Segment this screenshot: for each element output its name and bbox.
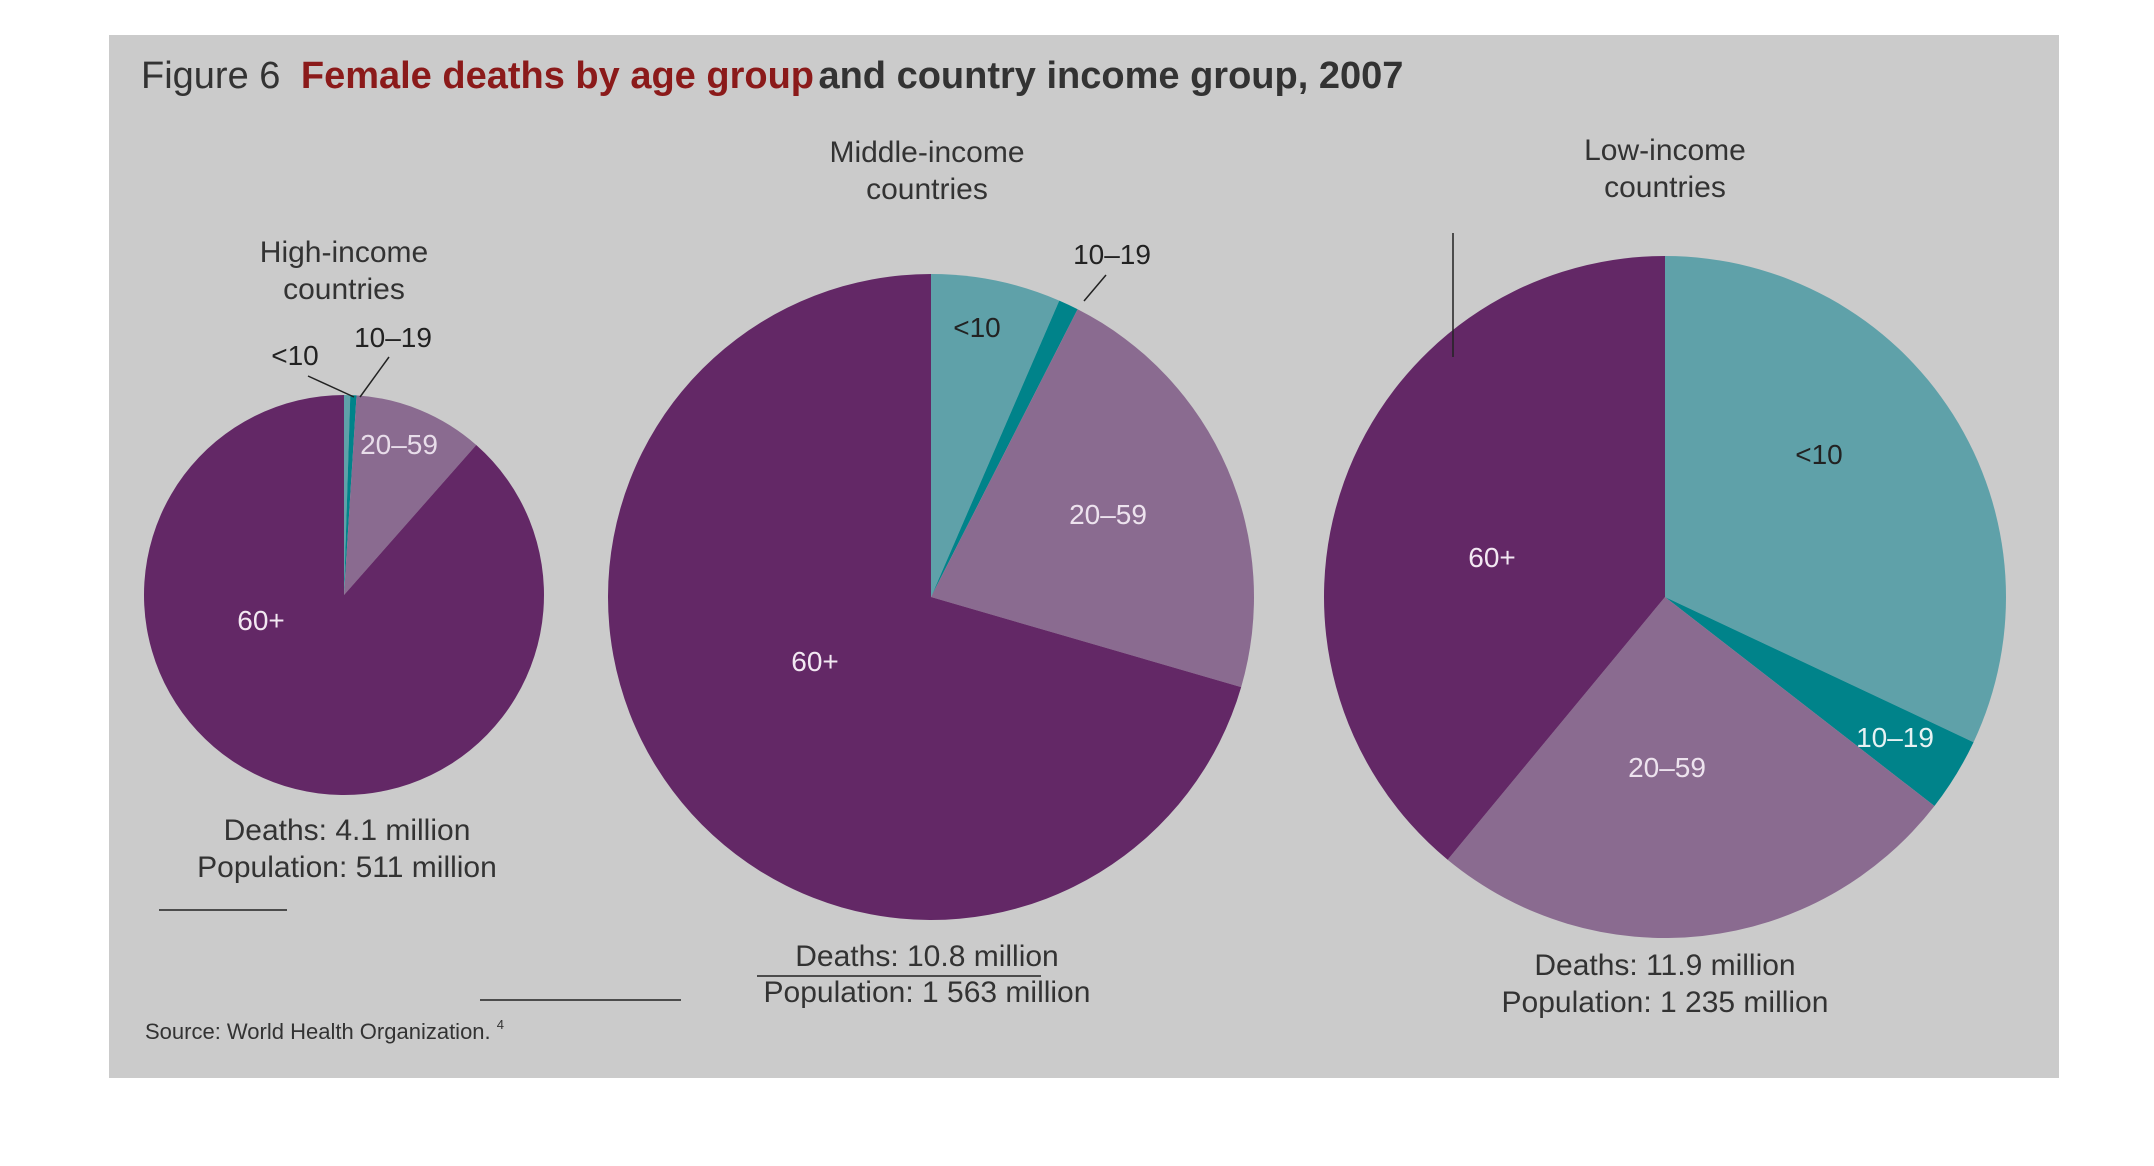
group-title-line: countries — [1604, 171, 1726, 204]
slice-label: <10 — [271, 340, 319, 371]
pie-chart-3: <10 10–19 20–59 60+ Low-income countries Death… — [1323, 134, 2007, 1019]
leader-line — [1083, 274, 1107, 302]
slice-label: 20–59 — [1628, 752, 1706, 783]
slice-label: 60+ — [791, 646, 839, 677]
leader-line — [359, 356, 390, 398]
group-title-line: Low-income — [1584, 134, 1746, 167]
figure-number: Figure 6 — [141, 55, 280, 97]
pie-slice — [931, 300, 1078, 597]
figure-title: Figure 6 Female deaths by age group and … — [141, 55, 1403, 97]
source-text: Source: World Health Organization. — [145, 1019, 491, 1044]
pie-chart-2: <10 10–19 20–59 60+ Middle-income countries De… — [607, 136, 1254, 1009]
slice-label: 10–19 — [354, 322, 432, 353]
pie-slice — [1323, 256, 1665, 860]
figure-title-highlight: Female deaths by age group — [301, 55, 814, 97]
group-title-line: High-income — [260, 236, 428, 269]
group-title-line: countries — [866, 173, 988, 206]
pie-slice — [931, 274, 1060, 597]
leader-line — [307, 375, 355, 398]
deaths-label: Deaths: 4.1 million — [224, 814, 471, 847]
pie-slice — [143, 395, 544, 795]
slice-label: 60+ — [237, 605, 285, 636]
slice-label: 60+ — [1468, 542, 1516, 573]
slice-label: 10–19 — [1073, 239, 1151, 270]
pie-slice — [607, 273, 1242, 920]
pie-slice — [344, 395, 351, 595]
slice-label: <10 — [1795, 439, 1843, 470]
slice-label: 20–59 — [1069, 499, 1147, 530]
slice-label: 20–59 — [360, 429, 438, 460]
pie-slice — [1447, 597, 1935, 939]
pie-slice — [931, 309, 1254, 688]
population-label: Population: 511 million — [197, 851, 497, 884]
pie-slice — [344, 395, 477, 595]
pie-chart-1: <10 10–19 20–59 60+ High-income countries Deat… — [143, 236, 544, 884]
deaths-label: Deaths: 11.9 million — [1534, 949, 1795, 982]
pie-slice — [1665, 597, 1974, 806]
slice-label: 10–19 — [1856, 722, 1934, 753]
population-label: Population: 1 235 million — [1502, 986, 1829, 1019]
pies-group: <10 10–19 20–59 60+ High-income countries Deat… — [143, 134, 2007, 1019]
pie-slice — [1665, 256, 2007, 743]
population-label: Population: 1 563 million — [764, 976, 1091, 1009]
source-note: Source: World Health Organization. 4 — [145, 1017, 504, 1044]
pie-charts-svg: Figure 6 Female deaths by age group and … — [141, 55, 2007, 1044]
group-title-line: Middle-income — [829, 136, 1024, 169]
figure-title-rest: and country income group, 2007 — [818, 55, 1403, 97]
figure-panel: Figure 6 Female deaths by age group and … — [109, 35, 2059, 1078]
pie-slice — [344, 395, 357, 595]
slice-label: <10 — [953, 312, 1001, 343]
group-title-line: countries — [283, 273, 405, 306]
source-superscript: 4 — [497, 1017, 504, 1032]
deaths-label: Deaths: 10.8 million — [795, 940, 1058, 973]
